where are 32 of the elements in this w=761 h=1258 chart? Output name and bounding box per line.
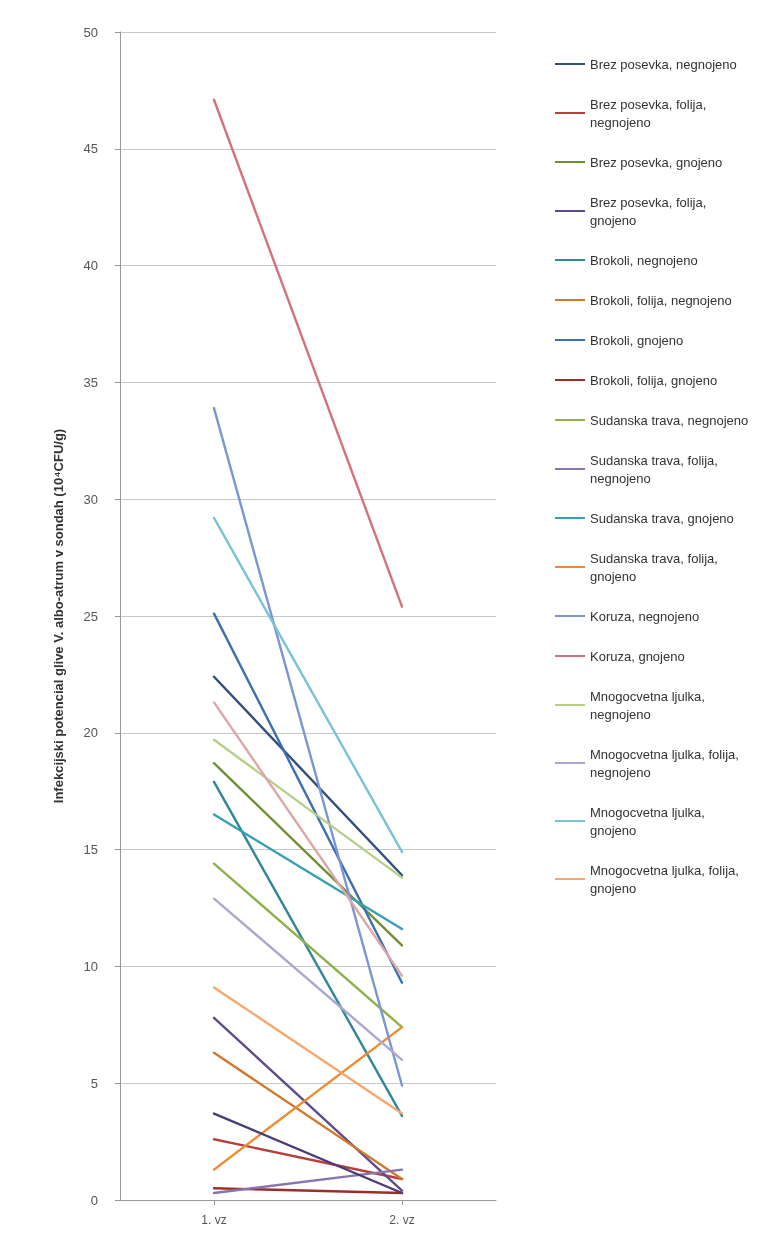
legend-label: Brez posevka, negnojeno: [590, 56, 737, 72]
legend-label: Mnogocvetna ljulka, gnojeno: [590, 804, 709, 838]
x-tick-label: 1. vz: [201, 1213, 227, 1227]
y-axis-title: Infekcijski potencial glive V. albo-atrum v sondah (10⁴CFU/g): [51, 428, 66, 804]
y-tick-label: 45: [83, 141, 98, 157]
legend-label: Brokoli, folija, gnojeno: [590, 372, 718, 388]
y-tick-label: 15: [83, 842, 98, 858]
legend-label: Koruza, gnojeno: [590, 648, 685, 664]
legend-label: Brokoli, folija, negnojeno: [590, 292, 732, 308]
y-tick-label: 5: [90, 1075, 98, 1091]
legend-label: Sudanska trava, folija, negnojeno: [590, 452, 722, 486]
legend-label: Mnogocvetna ljulka, folija, gnojeno: [590, 862, 743, 896]
legend-label: Mnogocvetna ljulka, folija, negnojeno: [590, 746, 743, 780]
y-tick-label: 35: [83, 374, 98, 390]
legend-label: Brokoli, negnojeno: [590, 252, 698, 268]
y-tick-label: 0: [90, 1192, 98, 1208]
x-tick-label: 2. vz: [389, 1213, 415, 1227]
legend-label: Brez posevka, gnojeno: [590, 154, 723, 170]
y-tick-label: 10: [83, 958, 98, 974]
legend-label: Brokoli, gnojeno: [590, 332, 684, 348]
legend-label: Mnogocvetna ljulka, negnojeno: [590, 688, 709, 722]
y-tick-label: 20: [83, 725, 98, 741]
y-tick-label: 30: [83, 491, 98, 507]
y-tick-label: 25: [83, 608, 98, 624]
legend-label: Sudanska trava, folija, gnojeno: [590, 550, 722, 584]
legend-label: Sudanska trava, gnojeno: [590, 510, 734, 526]
legend-label: Brez posevka, folija, gnojeno: [590, 194, 710, 228]
y-tick-label: 50: [83, 24, 98, 40]
legend-label: Brez posevka, folija, negnojeno: [590, 96, 710, 130]
legend-label: Sudanska trava, negnojeno: [590, 412, 749, 428]
y-tick-label: 40: [83, 258, 98, 274]
legend-label: Koruza, negnojeno: [590, 608, 700, 624]
